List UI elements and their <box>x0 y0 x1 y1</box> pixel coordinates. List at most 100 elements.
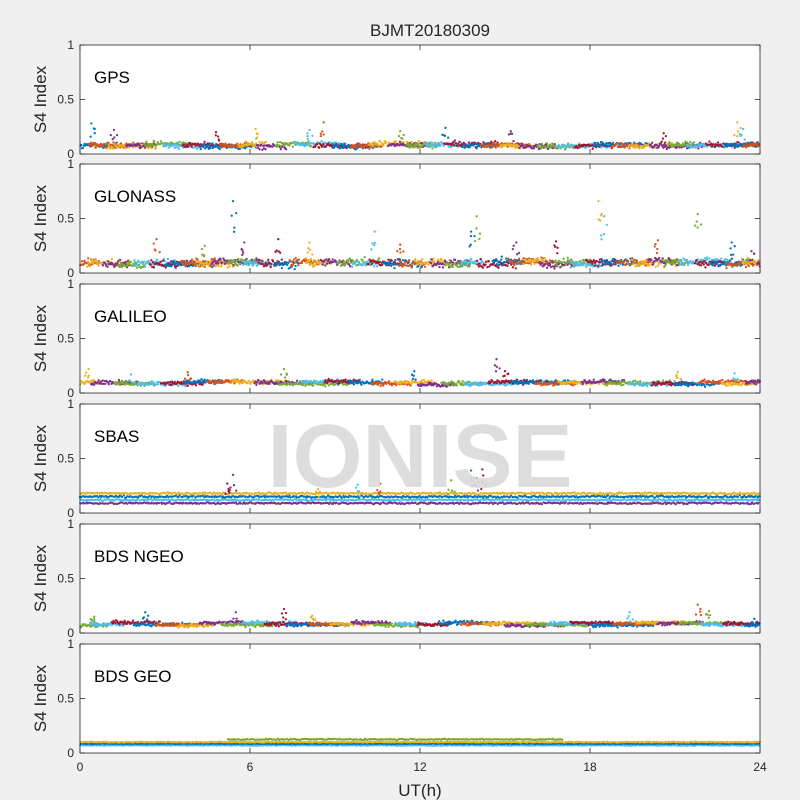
data-point <box>398 247 402 251</box>
data-point <box>342 145 345 148</box>
data-point <box>350 265 354 268</box>
data-point <box>556 147 559 150</box>
data-point <box>235 211 238 215</box>
data-point <box>430 379 433 382</box>
data-point <box>593 264 597 267</box>
data-point <box>384 261 387 264</box>
data-point <box>172 259 175 263</box>
data-point <box>137 143 141 147</box>
data-point <box>457 259 460 263</box>
data-point <box>202 255 206 258</box>
data-point <box>266 263 269 266</box>
data-point <box>158 250 161 254</box>
data-point <box>730 241 733 244</box>
data-point <box>176 141 180 144</box>
data-point <box>288 144 291 147</box>
data-point <box>617 142 621 145</box>
data-point <box>259 143 263 146</box>
data-point <box>368 147 371 150</box>
data-point <box>415 263 418 266</box>
data-point <box>341 264 344 267</box>
data-point <box>113 136 116 139</box>
y-tick-label: 1 <box>67 38 74 52</box>
data-point <box>311 134 314 138</box>
data-point <box>747 261 750 264</box>
data-point <box>572 265 576 268</box>
data-point <box>429 144 432 147</box>
data-point <box>449 262 453 265</box>
data-point <box>213 257 216 260</box>
data-point <box>187 144 190 148</box>
data-point <box>111 138 114 141</box>
data-point <box>498 260 502 263</box>
data-point <box>642 146 645 149</box>
data-point <box>693 262 697 265</box>
data-point <box>177 384 180 388</box>
data-point <box>307 139 310 143</box>
data-point <box>475 145 479 148</box>
data-point <box>495 262 499 266</box>
data-point <box>725 267 728 270</box>
data-point <box>544 262 547 266</box>
data-point <box>294 261 297 264</box>
data-point <box>305 142 308 145</box>
data-point <box>402 250 405 253</box>
data-point <box>507 257 510 260</box>
data-point <box>617 264 620 268</box>
data-point <box>510 132 514 135</box>
data-point <box>208 142 211 145</box>
data-point <box>553 144 556 148</box>
data-point <box>435 143 438 146</box>
data-point <box>739 134 742 138</box>
data-point <box>399 129 402 133</box>
data-point <box>653 245 656 248</box>
data-point <box>527 143 531 146</box>
data-point <box>594 141 597 145</box>
data-point <box>318 146 321 149</box>
data-point <box>141 142 144 145</box>
data-point <box>660 140 663 143</box>
data-point <box>496 141 499 144</box>
data-point <box>116 260 120 263</box>
data-point <box>555 383 558 386</box>
data-point <box>648 264 651 267</box>
data-point <box>327 258 331 261</box>
data-point <box>103 382 107 386</box>
data-point <box>354 144 357 147</box>
data-point <box>716 262 719 265</box>
data-point <box>696 145 699 149</box>
data-point <box>512 139 515 143</box>
data-point <box>107 143 110 146</box>
data-point <box>720 257 723 260</box>
data-point <box>675 145 678 149</box>
data-point <box>596 144 599 147</box>
data-point <box>499 143 503 147</box>
data-point <box>437 142 441 145</box>
data-point <box>456 144 459 147</box>
data-point <box>655 251 659 255</box>
data-point <box>325 262 329 265</box>
data-point <box>401 259 405 262</box>
data-point <box>704 266 707 269</box>
data-point <box>307 247 310 250</box>
data-point <box>277 238 280 241</box>
data-point <box>523 258 527 261</box>
data-point <box>320 139 323 143</box>
data-point <box>686 263 690 267</box>
data-point <box>316 142 319 146</box>
data-point <box>757 145 760 148</box>
data-point <box>410 143 413 146</box>
data-point <box>517 257 521 260</box>
data-point <box>115 141 118 144</box>
data-point <box>321 145 324 148</box>
data-point <box>469 230 473 233</box>
data-point <box>658 256 661 260</box>
data-point <box>631 258 634 262</box>
data-point <box>93 260 97 263</box>
data-point <box>282 142 285 145</box>
data-point <box>494 146 497 149</box>
data-point <box>379 145 383 148</box>
data-point <box>755 142 758 146</box>
